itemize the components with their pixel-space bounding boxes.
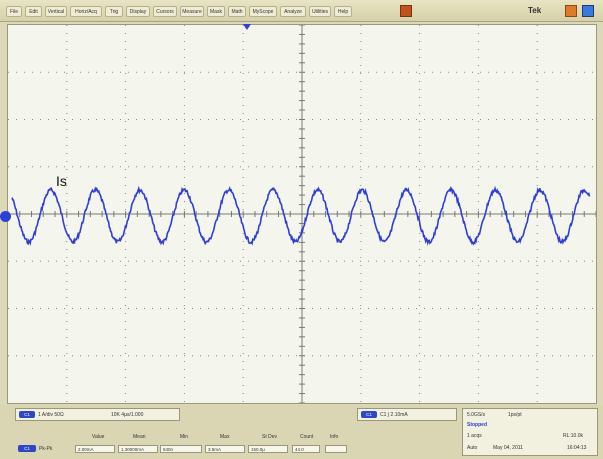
sample-rate: 5.0GS/s bbox=[467, 412, 486, 418]
measurement-header: St Dev bbox=[262, 434, 278, 440]
acquisition-count: 1 acqs bbox=[467, 433, 482, 439]
channel-1-badge[interactable]: C1 bbox=[19, 411, 35, 418]
menu-file[interactable]: File bbox=[6, 6, 22, 17]
measurement-type: Pk-Pk bbox=[39, 446, 53, 452]
menu-help[interactable]: Help bbox=[334, 6, 352, 17]
waveform-trace bbox=[11, 185, 591, 246]
menu-edit[interactable]: Edit bbox=[25, 6, 42, 17]
measurement-value: 3.5mA bbox=[205, 445, 245, 453]
trigger-position-marker[interactable] bbox=[243, 24, 251, 30]
measurement-header: Value bbox=[92, 434, 105, 440]
channel-1-scale: 1 A/div 50Ω bbox=[38, 412, 64, 418]
status-panel: C1 1 A/div 50Ω 10K 4μs/1.000 C1 C1 ∫ 2.1… bbox=[0, 405, 603, 459]
trace-label: Is bbox=[56, 173, 67, 189]
record-resolution: 1ps/pt bbox=[508, 412, 522, 418]
trigger-level: C1 ∫ 2.10mA bbox=[380, 412, 408, 418]
trigger-channel-badge[interactable]: C1 bbox=[361, 411, 377, 418]
measurement-value: 44.0 bbox=[292, 445, 320, 453]
help-icon[interactable] bbox=[400, 5, 412, 17]
sample-info: 10K 4μs/1.000 bbox=[111, 412, 144, 418]
trigger-readout-box[interactable]: C1 C1 ∫ 2.10mA bbox=[357, 408, 457, 421]
brand-logo: Tek bbox=[528, 6, 542, 15]
menu-measure[interactable]: Measure bbox=[180, 6, 204, 17]
acquisition-status-box[interactable]: 5.0GS/s 1ps/pt Stopped 1 acqs RL:10.0k A… bbox=[462, 408, 598, 456]
menu-math[interactable]: Math bbox=[228, 6, 246, 17]
menu-cursors[interactable]: Cursors bbox=[153, 6, 177, 17]
measurement-value: 150.0μ bbox=[248, 445, 288, 453]
toolbar-icon-orange[interactable] bbox=[565, 5, 577, 17]
date: May 04, 2011 bbox=[493, 445, 523, 451]
menu-trig[interactable]: Trig bbox=[105, 6, 123, 17]
measurement-value: 2.00mA bbox=[75, 445, 115, 453]
menu-myscope[interactable]: MyScope bbox=[249, 6, 277, 17]
menu-analyze[interactable]: Analyze bbox=[280, 6, 306, 17]
measurement-value: 1.30000mA bbox=[118, 445, 158, 453]
measurement-value bbox=[325, 445, 347, 453]
toolbar-icon-blue[interactable] bbox=[582, 5, 594, 17]
measurement-header: Mean bbox=[133, 434, 146, 440]
trigger-mode: Auto bbox=[467, 445, 478, 451]
measurement-channel-badge[interactable]: C1 bbox=[18, 445, 36, 452]
run-state: Stopped bbox=[467, 422, 487, 428]
waveform-display[interactable]: Is bbox=[7, 24, 597, 404]
measurement-header: Min bbox=[180, 434, 189, 440]
measurement-value: 540n bbox=[160, 445, 202, 453]
menu-utilities[interactable]: Utilities bbox=[309, 6, 331, 17]
menu-bar: File Edit Vertical Horiz/Acq Trig Display Curs… bbox=[0, 0, 603, 22]
channel-1-ground-marker[interactable] bbox=[0, 211, 11, 222]
menu-vertical[interactable]: Vertical bbox=[45, 6, 67, 17]
menu-horiz-acq[interactable]: Horiz/Acq bbox=[70, 6, 102, 17]
channel-readout-box[interactable]: C1 1 A/div 50Ω 10K 4μs/1.000 bbox=[15, 408, 180, 421]
record-length: RL:10.0k bbox=[563, 433, 584, 439]
graticule-grid bbox=[8, 25, 596, 403]
measurement-header: Max bbox=[220, 434, 230, 440]
measurement-header: Count bbox=[300, 434, 314, 440]
measurement-header: Info bbox=[330, 434, 339, 440]
menu-display[interactable]: Display bbox=[126, 6, 150, 17]
menu-mask[interactable]: Mask bbox=[207, 6, 225, 17]
time: 16:04:13 bbox=[567, 445, 587, 451]
